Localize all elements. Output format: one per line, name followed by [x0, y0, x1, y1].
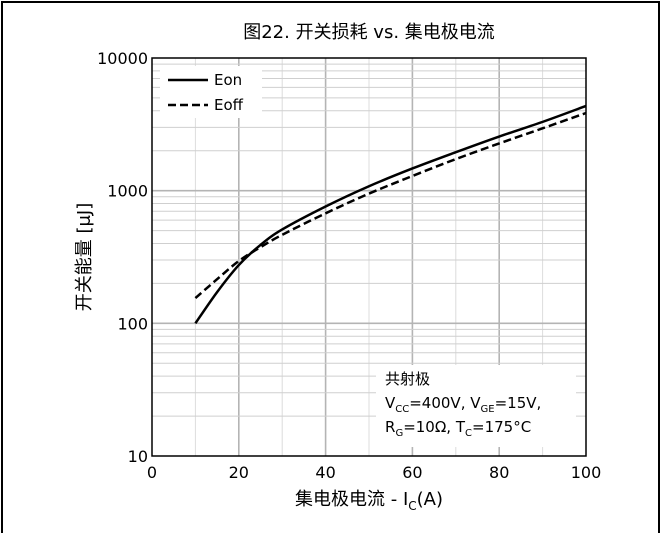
legend: Eon Eoff [160, 66, 262, 118]
y-tick-label: 10 [128, 447, 148, 466]
series-line-eoff [195, 113, 586, 298]
x-axis-label-sub: C [408, 499, 416, 513]
x-axis-label-main: 集电极电流 - I [295, 489, 408, 510]
series-lines [195, 106, 586, 323]
legend-box [160, 66, 262, 118]
x-axis-label-unit: (A) [417, 489, 443, 510]
conditions-line-3: RG=10Ω, TC=175°C [385, 418, 531, 439]
x-tick-label: 40 [315, 463, 335, 482]
y-tick-label: 100 [117, 314, 148, 333]
subscript: G [395, 428, 403, 439]
x-tick-label: 80 [489, 463, 509, 482]
text-run: =10Ω, T [403, 418, 466, 436]
x-tick-label: 100 [571, 463, 602, 482]
x-tick-label: 60 [402, 463, 422, 482]
series-line-eon [195, 106, 586, 323]
y-axis-label: 开关能量 [μJ] [74, 203, 95, 312]
x-axis-label: 集电极电流 - IC(A) [295, 489, 443, 513]
y-tick-label: 10000 [97, 49, 148, 68]
conditions-line-2: VCC=400V, VGE=15V, [385, 394, 541, 415]
y-tick-labels: 10 100 1000 10000 [97, 49, 148, 466]
chart-title: 图22. 开关损耗 vs. 集电极电流 [243, 22, 495, 43]
x-tick-label: 20 [229, 463, 249, 482]
text-run: =15V, [495, 394, 542, 412]
subscript: GE [481, 404, 495, 415]
text-run: R [385, 418, 395, 436]
text-run: =400V, V [409, 394, 481, 412]
x-tick-label: 0 [147, 463, 157, 482]
subscript: C [465, 428, 472, 439]
legend-label-eoff: Eoff [214, 96, 244, 114]
conditions-annotation: 共射极 VCC=400V, VGE=15V, RG=10Ω, TC=175°C [376, 365, 576, 447]
legend-label-eon: Eon [214, 71, 242, 89]
y-tick-label: 1000 [107, 182, 148, 201]
text-run: =175°C [472, 418, 531, 436]
subscript: CC [395, 404, 409, 415]
conditions-line-1: 共射极 [385, 370, 430, 388]
x-tick-labels: 0 20 40 60 80 100 [147, 463, 601, 482]
